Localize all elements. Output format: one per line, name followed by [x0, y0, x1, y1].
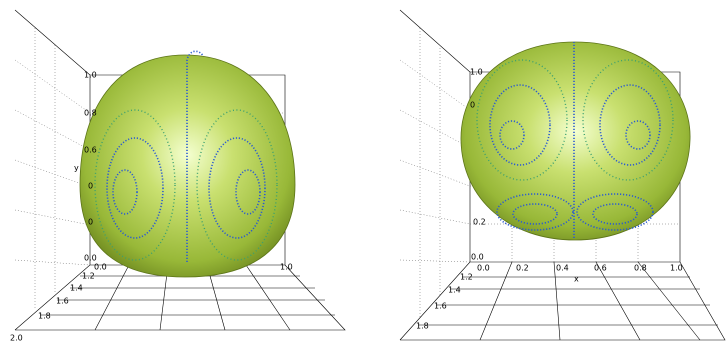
x-tick-label: 0.2	[516, 264, 529, 273]
x-tick-label: 0.8	[634, 264, 647, 273]
y-tick-label: 0.0	[84, 254, 97, 263]
z-tick-label: 1.2	[460, 273, 473, 282]
z-tick-label: 1.8	[416, 322, 429, 331]
x-tick-label: 0.4	[556, 264, 569, 273]
figure: 1.0 0.8 0.6 0 0 0.0 y 0.0 1.0 1.2 1.4 1.…	[0, 0, 728, 343]
y-tick-label: 0.8	[84, 109, 97, 118]
y-tick-label: 1.0	[84, 71, 97, 80]
z-tick-label: 1.6	[434, 302, 447, 311]
z-tick-label: 1.4	[70, 284, 83, 293]
x-tick-label: 0.0	[94, 263, 107, 272]
x-tick-label: 0.0	[477, 264, 490, 273]
x-tick-label: 0.6	[594, 264, 607, 273]
y-tick-label: 0	[470, 101, 475, 110]
z-tick-label: 2.0	[10, 334, 23, 343]
z-tick-label: 1.4	[448, 286, 461, 295]
x-axis-label: x	[574, 275, 579, 284]
y-tick-label: 0.2	[473, 218, 486, 227]
y-tick-label: 0	[88, 218, 93, 227]
left-panel: 1.0 0.8 0.6 0 0 0.0 y 0.0 1.0 1.2 1.4 1.…	[10, 10, 345, 343]
y-tick-label: 0.0	[471, 253, 484, 262]
z-tick-label: 1.8	[38, 312, 51, 321]
y-tick-label: 1.0	[470, 68, 483, 77]
droplet	[461, 42, 690, 240]
y-tick-label: 0.6	[84, 146, 97, 155]
y-axis-label: y	[74, 164, 79, 173]
right-panel: 1.0 0 0.2 0.0 0.0 0.2 0.4 0.6 0.8 1.0 x …	[400, 10, 725, 340]
x-tick-label: 1.0	[280, 263, 293, 272]
y-tick-label: 0	[88, 182, 93, 191]
z-tick-label: 1.2	[82, 272, 95, 281]
x-tick-label: 1.0	[670, 264, 683, 273]
z-tick-label: 1.6	[56, 297, 69, 306]
